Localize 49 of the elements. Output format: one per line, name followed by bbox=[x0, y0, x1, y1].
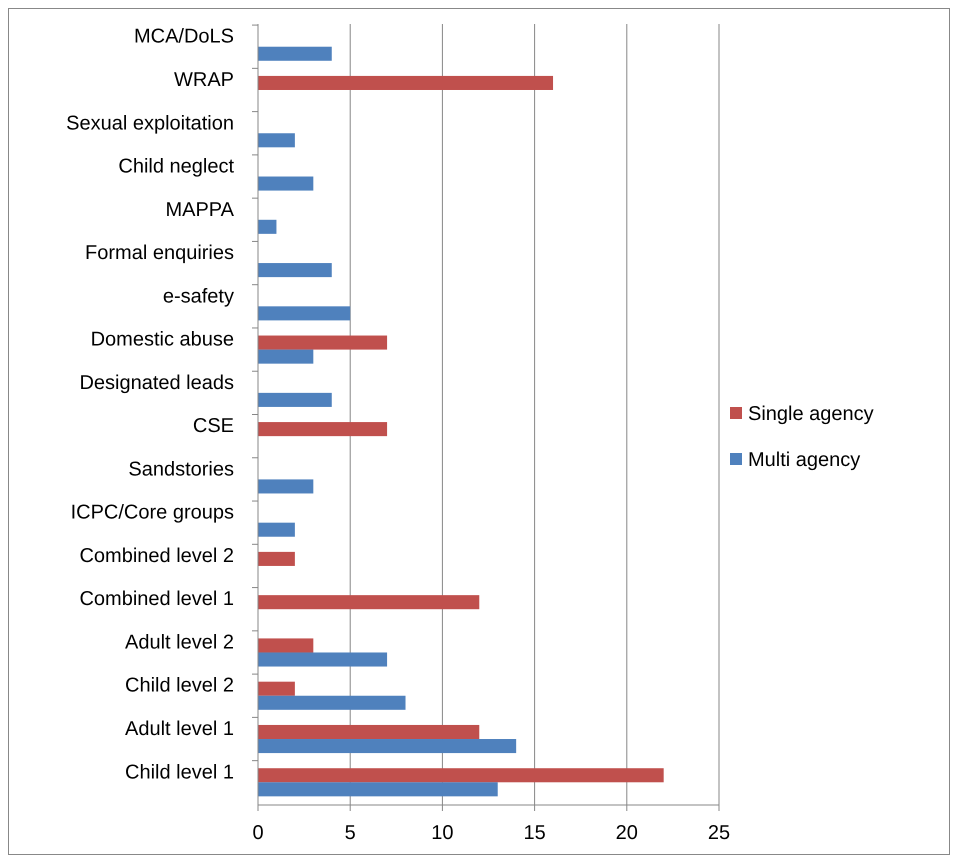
y-tick-label: Designated leads bbox=[79, 372, 234, 394]
y-tick-label: Combined level 1 bbox=[79, 588, 234, 610]
bar bbox=[258, 768, 664, 782]
bar bbox=[258, 724, 480, 740]
bar bbox=[258, 46, 332, 61]
bar bbox=[258, 595, 480, 610]
y-tick-label: Child level 1 bbox=[125, 761, 234, 784]
bar bbox=[258, 263, 332, 278]
y-tick-label: ICPC/Core groups bbox=[70, 502, 234, 524]
y-tick-label: Domestic abuse bbox=[90, 328, 234, 351]
bar bbox=[258, 696, 406, 710]
y-tick-label: Sandstories bbox=[128, 458, 234, 480]
y-tick-label: e-safety bbox=[162, 285, 234, 308]
y-tick-label: Child neglect bbox=[118, 156, 234, 178]
bar bbox=[258, 306, 350, 320]
bar bbox=[258, 422, 388, 436]
bar bbox=[258, 176, 314, 191]
bar bbox=[258, 522, 295, 537]
y-tick-label: Adult level 2 bbox=[125, 631, 234, 654]
legend-label: Single agency bbox=[748, 403, 874, 425]
y-tick-label: Adult level 1 bbox=[125, 718, 234, 740]
y-tick-label: WRAP bbox=[174, 68, 234, 91]
bar bbox=[258, 76, 554, 90]
bar bbox=[258, 392, 332, 407]
bar bbox=[258, 350, 314, 364]
bar bbox=[258, 652, 388, 667]
x-tick-label: 10 bbox=[431, 822, 454, 844]
y-tick-label: Combined level 2 bbox=[79, 544, 234, 567]
bar bbox=[258, 479, 314, 494]
legend-label: Multi agency bbox=[748, 449, 860, 471]
x-tick-label: 5 bbox=[344, 822, 356, 844]
bar bbox=[258, 336, 388, 350]
bar bbox=[258, 552, 295, 566]
x-tick-label: 0 bbox=[252, 822, 264, 844]
x-tick-label: 25 bbox=[708, 822, 730, 844]
y-tick-label: MCA/DoLS bbox=[134, 26, 234, 48]
bar bbox=[258, 133, 295, 148]
bar bbox=[258, 682, 295, 696]
x-tick-label: 15 bbox=[523, 822, 546, 844]
y-tick-label: Formal enquiries bbox=[85, 242, 234, 264]
y-tick-label: Sexual exploitation bbox=[66, 112, 234, 134]
bar bbox=[258, 220, 276, 234]
y-tick-label: MAPPA bbox=[165, 198, 235, 221]
bar bbox=[258, 739, 516, 754]
x-tick-label: 20 bbox=[616, 822, 638, 844]
bar bbox=[258, 782, 498, 796]
y-tick-label: Child level 2 bbox=[125, 674, 234, 697]
y-tick-label: CSE bbox=[192, 415, 234, 438]
bar bbox=[258, 638, 314, 652]
